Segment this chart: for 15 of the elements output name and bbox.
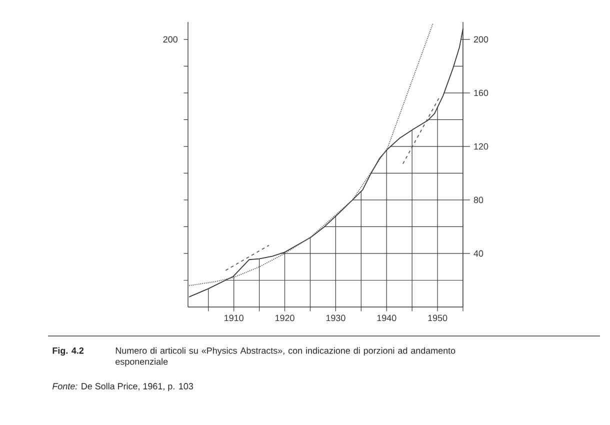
y-tick-label: 200 [474, 36, 488, 43]
text: 200 [163, 36, 178, 43]
caption: Fig. 4.2 [52, 347, 84, 356]
y-tick-label: 80 [474, 196, 484, 204]
text: Numero di articoli su «Physics Abstracts», con indicazione di porzioni ad andamento esponenziale [116, 347, 456, 367]
text: Fonte: De Solla Price, 1961, p. 103 [52, 382, 194, 392]
x-tick-label: 1930 [326, 314, 346, 322]
x-tick-label: 1950 [428, 314, 448, 322]
x-tick-label: 1910 [224, 314, 244, 322]
x-tick-label: 1940 [377, 314, 396, 322]
y-tick-label: 120 [474, 143, 488, 150]
line-series [188, 22, 434, 286]
y-tick-label: 160 [474, 90, 488, 96]
x-tick-label: 1920 [275, 314, 294, 322]
y-tick-label: 40 [474, 250, 484, 257]
